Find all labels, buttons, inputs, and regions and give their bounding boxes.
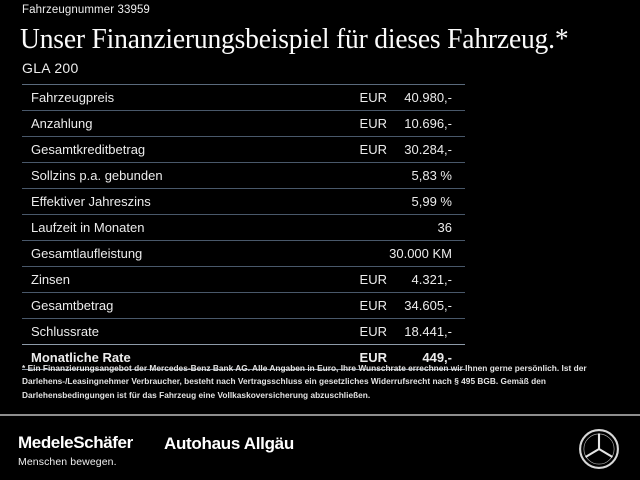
row-label: Sollzins p.a. gebunden: [31, 168, 163, 183]
row-value: 449,-: [422, 349, 452, 365]
row-value: 18.441,-: [404, 324, 452, 339]
row-label: Laufzeit in Monaten: [31, 220, 145, 235]
footer: MedeleSchäfer Menschen bewegen. Autohaus…: [0, 416, 640, 480]
row-value: 5,83 %: [411, 168, 452, 183]
row-label: Gesamtbetrag: [31, 298, 114, 313]
row-value: 5,99 %: [411, 194, 452, 209]
table-row: Monatliche Rate EUR 449,-: [22, 344, 465, 370]
dealer-secondary-name: Autohaus Allgäu: [164, 434, 294, 453]
table-row: Gesamtlaufleistung 30.000 KM: [22, 240, 465, 266]
vehicle-number: Fahrzeugnummer 33959: [22, 4, 150, 16]
row-label: Zinsen: [31, 272, 71, 287]
row-currency: EUR: [359, 116, 387, 131]
row-value: 40.980,-: [404, 90, 452, 105]
table-row: Laufzeit in Monaten 36: [22, 214, 465, 240]
row-label: Monatliche Rate: [31, 349, 131, 365]
row-value: 30.284,-: [404, 142, 452, 157]
table-row: Gesamtbetrag EUR 34.605,-: [22, 292, 465, 318]
table-row: Anzahlung EUR 10.696,-: [22, 110, 465, 136]
row-value: 30.000 KM: [389, 246, 452, 261]
row-label: Gesamtkreditbetrag: [31, 142, 146, 157]
row-value: 36: [437, 220, 452, 235]
row-label: Schlussrate: [31, 324, 99, 339]
row-value: 4.321,-: [411, 272, 452, 287]
table-row: Gesamtkreditbetrag EUR 30.284,-: [22, 136, 465, 162]
mercedes-star-icon: [578, 428, 620, 470]
vehicle-model: GLA 200: [22, 60, 79, 76]
table-row: Effektiver Jahreszins 5,99 %: [22, 188, 465, 214]
row-currency: EUR: [359, 298, 387, 313]
row-label: Fahrzeugpreis: [31, 90, 115, 105]
row-currency: EUR: [359, 90, 387, 105]
row-currency: EUR: [359, 349, 387, 365]
page-title: Unser Finanzierungsbeispiel für dieses F…: [20, 23, 569, 55]
footer-divider: [0, 414, 640, 416]
table-row: Zinsen EUR 4.321,-: [22, 266, 465, 292]
row-currency: EUR: [359, 324, 387, 339]
row-label: Gesamtlaufleistung: [31, 246, 143, 261]
row-label: Anzahlung: [31, 116, 93, 131]
legal-footnote: * Ein Finanzierungsangebot der Mercedes-…: [22, 363, 587, 400]
row-value: 34.605,-: [404, 298, 452, 313]
dealer-primary-claim: Menschen bewegen.: [18, 456, 117, 468]
finance-table: Fahrzeugpreis EUR 40.980,- Anzahlung EUR 10.6…: [22, 84, 465, 370]
row-value: 10.696,-: [404, 116, 452, 131]
table-row: Schlussrate EUR 18.441,-: [22, 318, 465, 344]
table-row: Sollzins p.a. gebunden 5,83 %: [22, 162, 465, 188]
table-row: Fahrzeugpreis EUR 40.980,-: [22, 84, 465, 110]
dealer-primary-name: MedeleSchäfer: [18, 433, 133, 452]
row-currency: EUR: [359, 272, 387, 287]
dealer-logo-medeleschaefer: MedeleSchäfer Menschen bewegen.: [18, 433, 133, 468]
row-label: Effektiver Jahreszins: [31, 194, 151, 209]
row-currency: EUR: [359, 142, 387, 157]
